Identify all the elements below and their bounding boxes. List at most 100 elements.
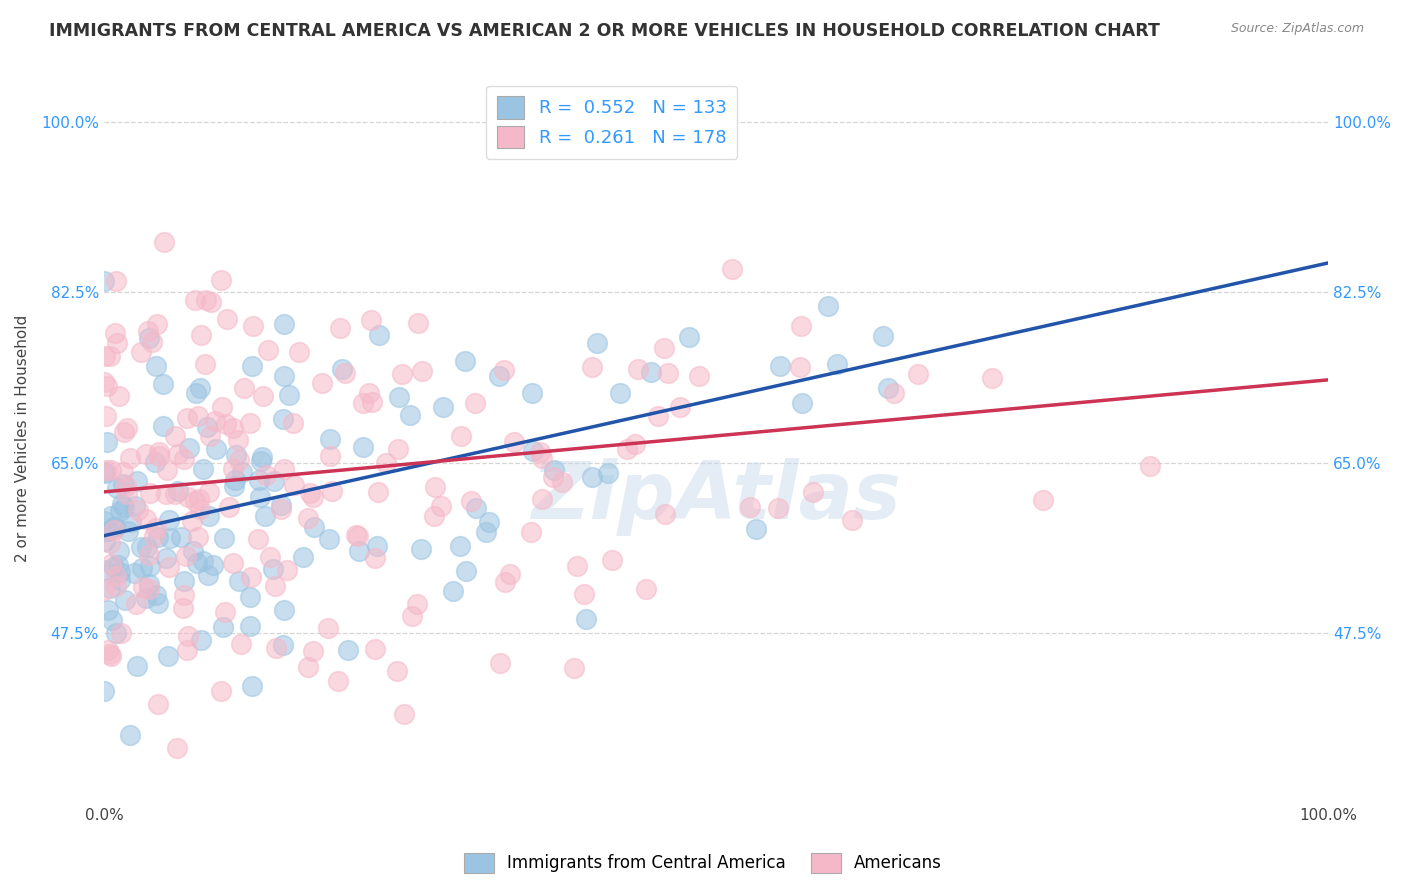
Point [367,484,389,499]
Point [360,313,382,327]
Point [581,470,603,484]
Point [669,401,692,415]
Point [93,563,115,577]
Point [239,590,262,604]
Point [190,632,212,647]
Point [159,531,181,545]
Point [127,474,149,488]
Point [110,565,132,579]
Point [565,559,588,574]
Point [98,582,121,596]
Point [394,706,416,721]
Point [131,345,153,359]
Point [138,582,160,597]
Point [352,440,374,454]
Point [152,418,174,433]
Point [98,647,121,661]
Point [271,638,294,652]
Point [738,500,761,515]
Point [1032,492,1054,507]
Point [131,560,153,574]
Point [177,629,200,643]
Point [276,563,298,577]
Point [475,524,498,539]
Point [411,541,433,556]
Point [654,507,676,521]
Point [93,274,115,288]
Point [572,587,595,601]
Point [186,556,208,570]
Point [132,580,155,594]
Point [209,683,232,698]
Point [115,487,138,501]
Point [242,318,264,333]
Point [224,479,246,493]
Point [287,345,309,359]
Point [302,490,325,504]
Point [318,533,340,547]
Point [112,500,135,515]
Point [93,582,115,597]
Point [817,299,839,313]
Point [215,417,238,431]
Point [103,560,125,574]
Point [93,375,115,389]
Point [450,429,472,443]
Point [423,509,446,524]
Point [120,516,142,530]
Point [456,564,478,578]
Point [104,579,127,593]
Point [112,425,135,440]
Point [172,600,194,615]
Point [205,442,228,456]
Point [188,381,211,395]
Point [273,317,295,331]
Point [143,454,166,468]
Point [263,474,285,488]
Point [156,649,179,664]
Point [148,449,170,463]
Point [530,492,553,507]
Point [361,394,384,409]
Point [262,562,284,576]
Point [187,409,209,424]
Point [647,409,669,423]
Point [301,644,323,658]
Point [180,514,202,528]
Point [790,396,813,410]
Point [250,454,273,468]
Point [391,368,413,382]
Point [326,673,349,688]
Point [600,552,623,566]
Point [790,318,813,333]
Point [173,451,195,466]
Point [316,621,339,635]
Point [401,608,423,623]
Point [531,451,554,466]
Point [105,274,128,288]
Point [253,508,276,523]
Point [108,543,131,558]
Point [430,500,453,514]
Text: ZipAtlas: ZipAtlas [531,458,901,536]
Point [187,492,209,507]
Point [100,349,122,363]
Point [454,353,477,368]
Point [135,447,157,461]
Point [575,612,598,626]
Point [184,494,207,508]
Point [138,576,160,591]
Point [222,462,245,476]
Point [247,473,270,487]
Point [138,331,160,345]
Point [138,558,160,573]
Point [96,435,118,450]
Point [270,501,292,516]
Point [225,449,247,463]
Point [347,528,370,542]
Point [107,558,129,572]
Point [240,679,263,693]
Point [270,499,292,513]
Point [195,420,218,434]
Point [281,416,304,430]
